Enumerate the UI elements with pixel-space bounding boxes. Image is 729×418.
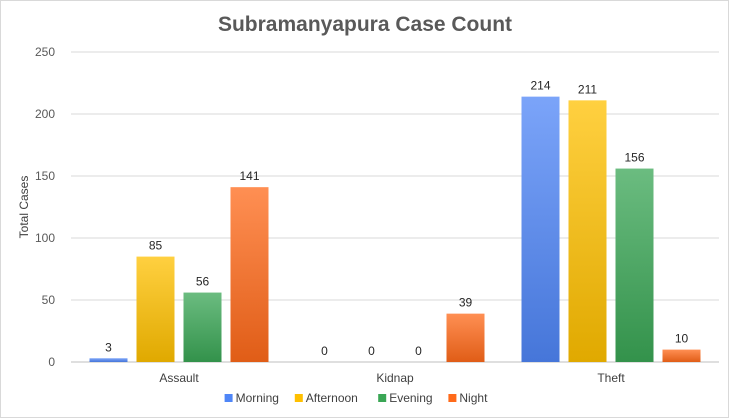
legend-label: Afternoon xyxy=(306,391,358,405)
legend-swatch xyxy=(224,394,233,402)
data-label: 0 xyxy=(321,344,328,358)
data-label: 156 xyxy=(624,151,644,165)
bar-kidnap-night xyxy=(446,313,485,362)
legend-label: Morning xyxy=(236,391,279,405)
x-tick-label: Assault xyxy=(159,371,199,385)
data-label: 39 xyxy=(459,296,473,310)
y-tick-label: 0 xyxy=(48,355,55,369)
legend-swatch xyxy=(448,394,457,402)
data-label: 56 xyxy=(196,275,210,289)
data-label: 85 xyxy=(149,239,163,253)
bar-assault-night xyxy=(230,187,269,362)
data-label: 3 xyxy=(105,340,112,354)
legend-swatch xyxy=(294,394,303,402)
bar-theft-morning xyxy=(521,96,560,362)
chart-title: Subramanyapura Case Count xyxy=(218,13,512,36)
bar-theft-night xyxy=(662,349,701,362)
bar-assault-evening xyxy=(183,292,222,362)
legend-label: Evening xyxy=(389,391,432,405)
bar-assault-afternoon xyxy=(136,256,175,362)
data-label: 141 xyxy=(239,169,259,183)
data-label: 10 xyxy=(675,332,689,346)
bar-assault-morning xyxy=(89,358,128,362)
data-label: 211 xyxy=(578,82,597,96)
data-label: 0 xyxy=(368,344,375,358)
y-tick-label: 250 xyxy=(35,45,55,59)
data-label: 0 xyxy=(415,344,422,358)
data-label: 214 xyxy=(530,79,550,93)
bar-theft-evening xyxy=(615,168,654,362)
y-tick-label: 150 xyxy=(35,169,55,183)
legend-label: Night xyxy=(459,391,488,405)
bar-theft-afternoon xyxy=(568,100,607,363)
x-tick-label: Theft xyxy=(597,371,625,385)
y-tick-label: 50 xyxy=(42,293,56,307)
y-axis-label: Total Cases xyxy=(17,176,31,239)
legend-swatch xyxy=(378,394,387,402)
y-tick-label: 100 xyxy=(35,231,55,245)
x-tick-label: Kidnap xyxy=(376,371,414,385)
y-tick-label: 200 xyxy=(35,107,55,121)
